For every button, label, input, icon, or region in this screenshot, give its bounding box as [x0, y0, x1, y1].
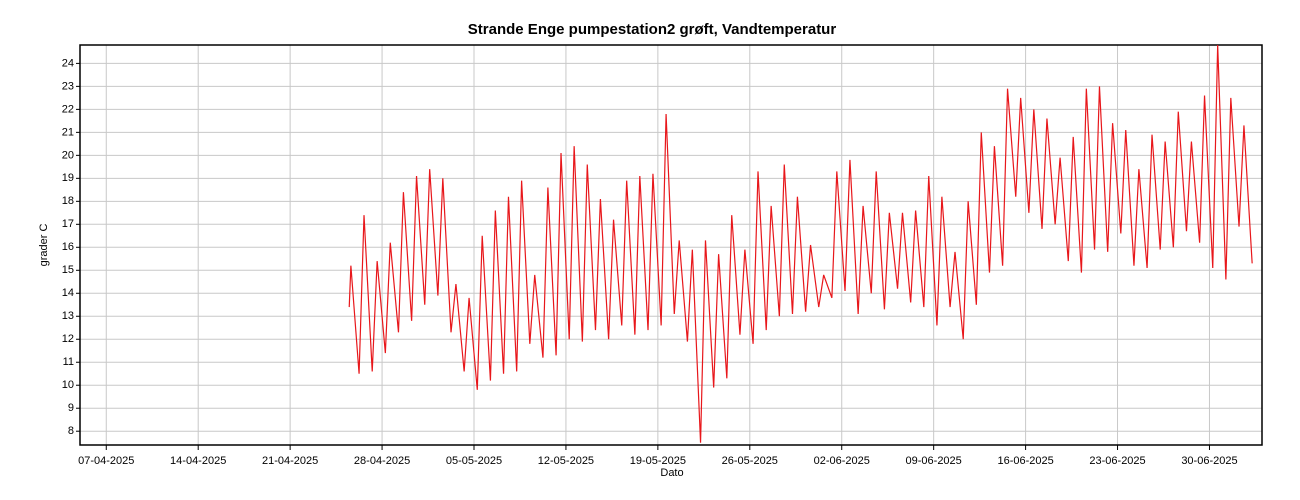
y-tick-label: 17: [62, 218, 74, 230]
chart-title: Strande Enge pumpestation2 grøft, Vandte…: [468, 21, 837, 38]
y-tick-label: 23: [62, 80, 74, 92]
y-tick-label: 11: [63, 356, 74, 368]
y-tick-label: 10: [62, 379, 74, 391]
y-tick-label: 20: [62, 149, 74, 161]
y-tick-label: 16: [62, 241, 74, 253]
y-tick-label: 15: [62, 264, 74, 276]
x-tick-label: 09-06-2025: [906, 455, 962, 467]
x-tick-label: 02-06-2025: [814, 455, 870, 467]
x-tick-label: 28-04-2025: [354, 455, 410, 467]
y-tick-label: 13: [62, 310, 74, 322]
x-tick-label: 14-04-2025: [170, 455, 226, 467]
x-tick-label: 07-04-2025: [78, 455, 134, 467]
y-tick-label: 22: [62, 103, 74, 115]
y-tick-label: 24: [62, 57, 74, 69]
y-tick-label: 8: [68, 425, 74, 437]
x-tick-label: 26-05-2025: [722, 455, 778, 467]
x-tick-label: 30-06-2025: [1181, 455, 1237, 467]
x-tick-label: 21-04-2025: [262, 455, 318, 467]
data-line: [348, 44, 1253, 443]
x-tick-label: 23-06-2025: [1089, 455, 1145, 467]
x-tick-label: 05-05-2025: [446, 455, 502, 467]
y-tick-label: 18: [62, 195, 74, 207]
x-axis-label: Dato: [660, 467, 683, 479]
x-tick-label: 19-05-2025: [630, 455, 686, 467]
x-tick-label: 16-06-2025: [997, 455, 1053, 467]
plot-frame: [79, 44, 1263, 446]
y-tick-label: 9: [68, 402, 74, 414]
y-tick-label: 21: [62, 126, 74, 138]
y-axis-label: grader C: [38, 224, 50, 267]
x-tick-label: 12-05-2025: [538, 455, 594, 467]
y-tick-label: 14: [62, 287, 74, 299]
y-tick-label: 12: [62, 333, 74, 345]
y-tick-label: 19: [62, 172, 74, 184]
